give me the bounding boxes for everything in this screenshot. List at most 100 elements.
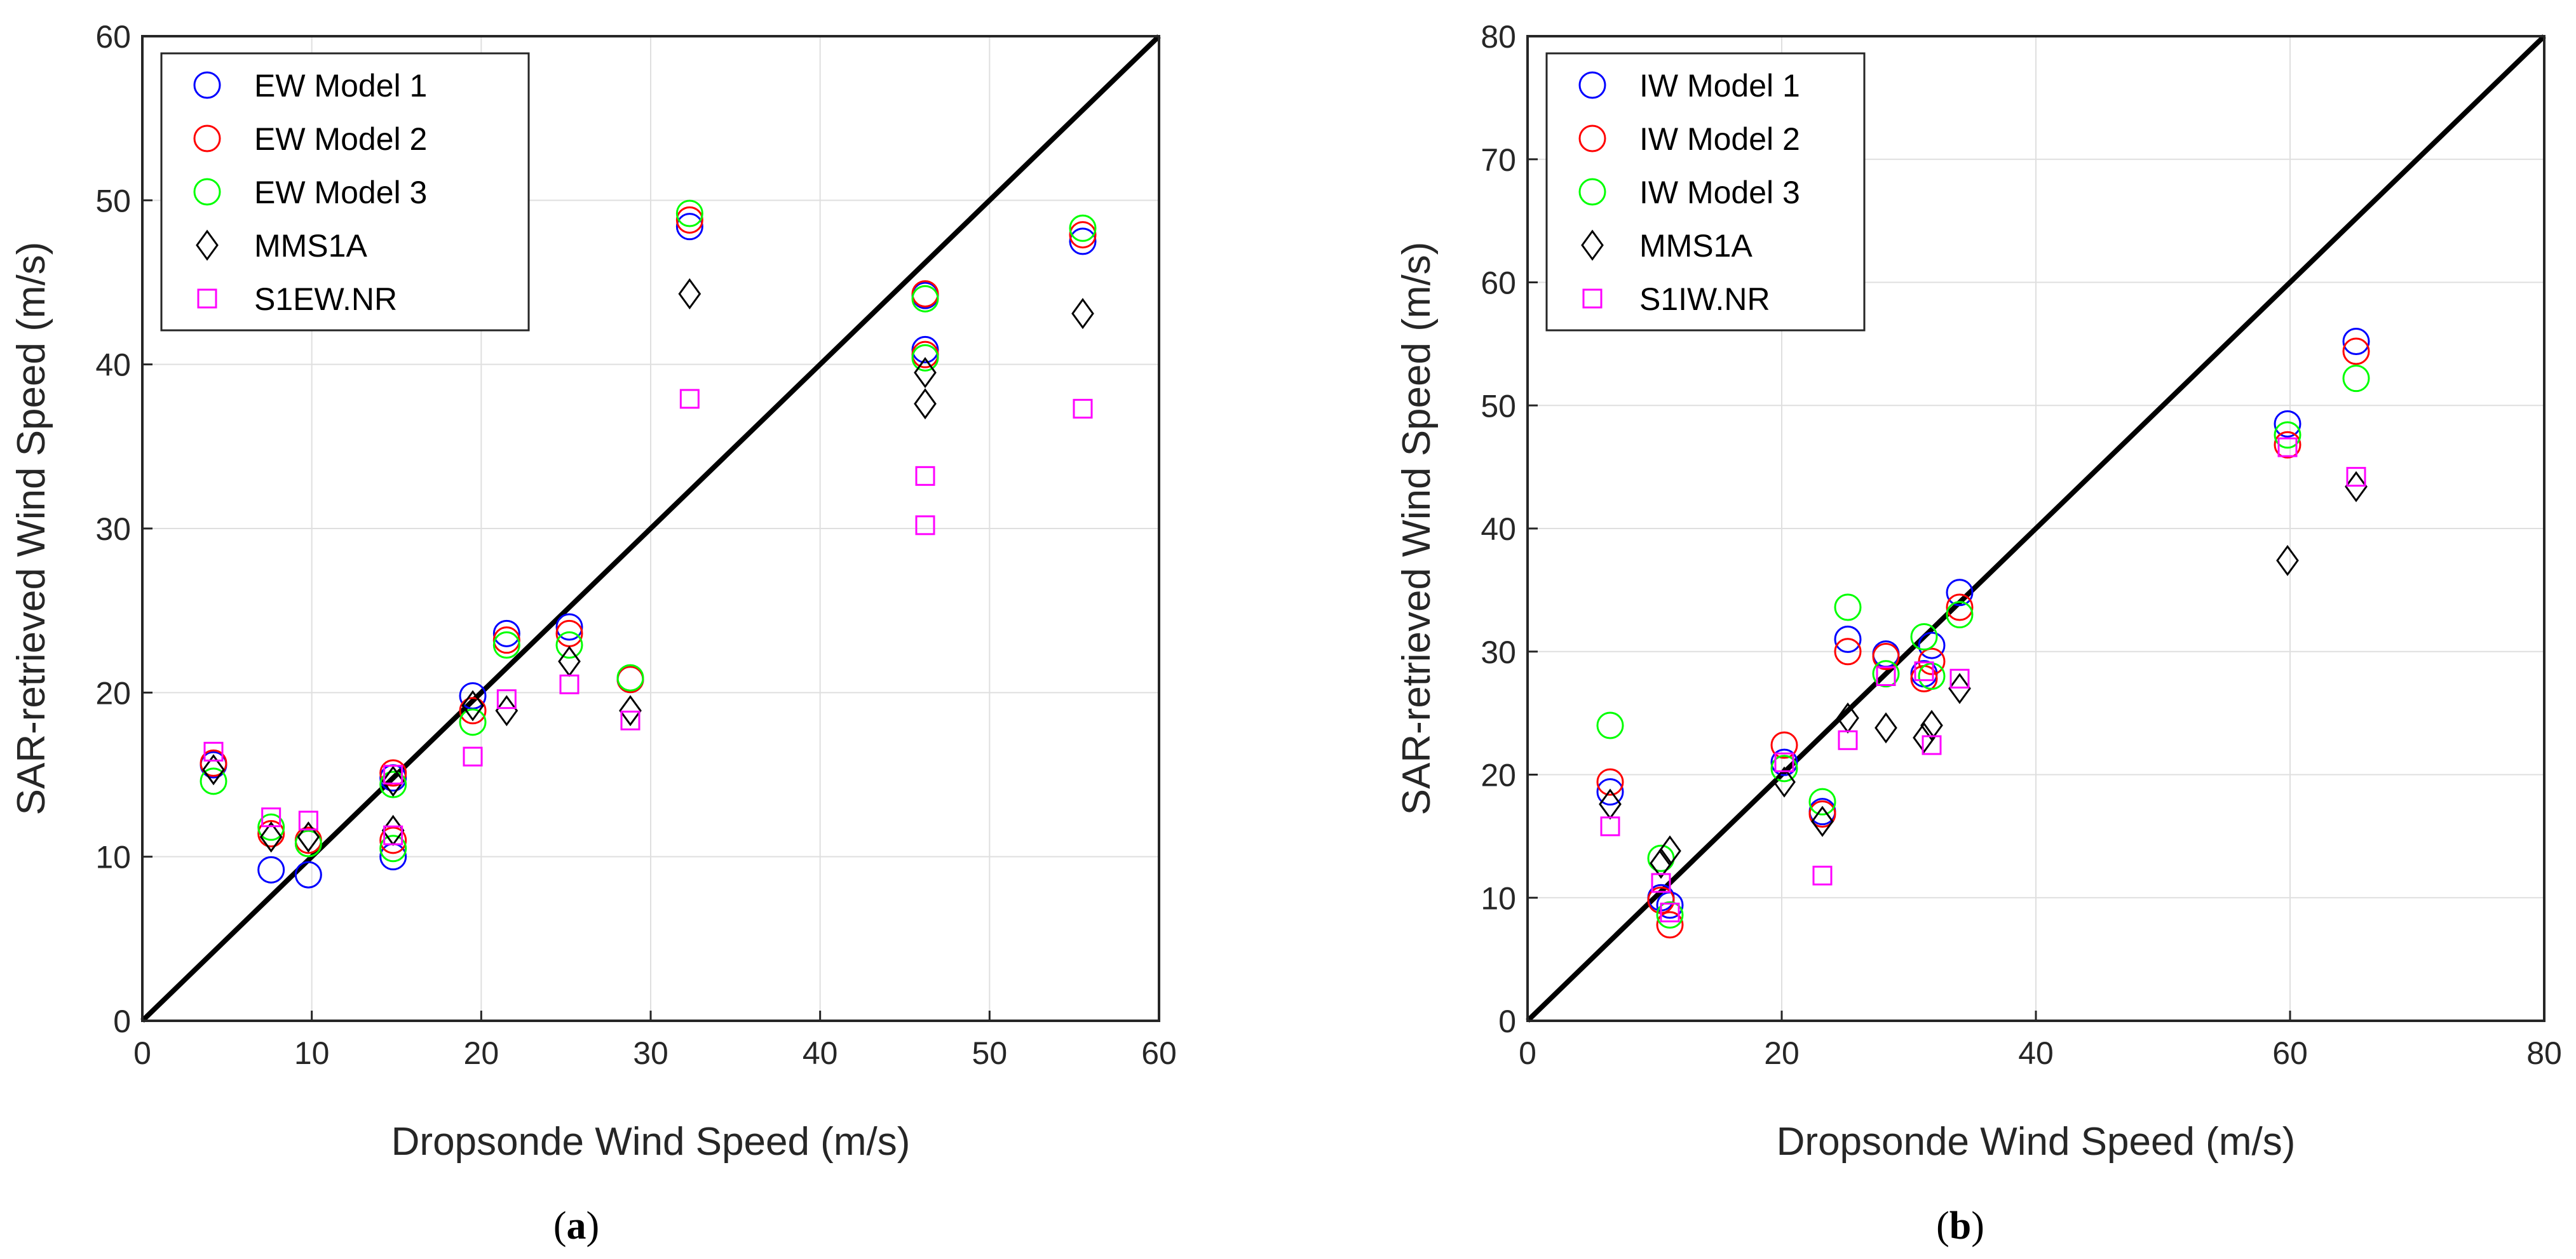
- data-point: [2346, 467, 2366, 487]
- data-point: [2345, 471, 2368, 502]
- data-point: [298, 811, 318, 831]
- legend-item: EW Model 2: [193, 121, 427, 157]
- legend-b: IW Model 1 IW Model 2 IW Model 3 MMS1A S1IW.…: [1545, 52, 1866, 332]
- legend-item: IW Model 3: [1578, 175, 1800, 210]
- data-point: [2277, 437, 2298, 457]
- x-axis-label-a: Dropsonde Wind Speed (m/s): [391, 1120, 911, 1164]
- x-tick-labels-a: 0 10 20 30 40 50 60: [133, 1011, 1177, 1071]
- data-point: [555, 631, 583, 659]
- data-point: [620, 710, 641, 730]
- x-tick-label: 20: [464, 1035, 499, 1071]
- data-point: [1946, 593, 1974, 621]
- y-tick-label: 0: [113, 1004, 131, 1039]
- x-tick-label: 50: [972, 1035, 1008, 1071]
- data-point: [914, 388, 937, 420]
- x-tick-label: 30: [633, 1035, 668, 1071]
- data-point: [915, 466, 935, 486]
- data-point: [1073, 398, 1093, 419]
- legend-item: IW Model 2: [1578, 121, 1800, 157]
- data-point: [1834, 638, 1862, 666]
- data-point: [1918, 631, 1946, 659]
- caption-a: (a): [553, 1204, 599, 1248]
- data-point: [459, 697, 487, 725]
- data-point: [1913, 722, 1935, 753]
- legend-box: [160, 52, 530, 332]
- legend-label: EW Model 2: [254, 121, 427, 157]
- data-point: [1876, 666, 1896, 686]
- data-point: [379, 835, 407, 863]
- legend-marker: [1578, 178, 1606, 206]
- data-point: [1069, 221, 1097, 249]
- data-point: [1651, 873, 1671, 893]
- x-tick-label: 40: [803, 1035, 838, 1071]
- data-point: [675, 199, 703, 227]
- data-point: [1773, 766, 1796, 798]
- data-point: [496, 689, 517, 710]
- data-point: [1069, 227, 1097, 255]
- data-point: [1069, 214, 1097, 242]
- y-tick-label: 10: [95, 840, 131, 875]
- legend-box: [1545, 52, 1866, 332]
- data-point: [1071, 298, 1094, 330]
- data-point: [2276, 544, 2299, 576]
- caption-letter-b: b: [1949, 1204, 1971, 1248]
- data-point: [619, 695, 642, 727]
- x-tick-label: 60: [2272, 1035, 2308, 1071]
- y-tick-label: 80: [1481, 19, 1516, 55]
- legend-marker: [197, 288, 217, 309]
- data-point: [1600, 816, 1620, 837]
- data-point: [1920, 710, 1943, 741]
- data-point: [2274, 431, 2301, 459]
- data-point: [678, 278, 702, 310]
- y-axis-label-a: SAR-retrieved Wind Speed (m/s): [10, 242, 53, 816]
- data-point: [675, 206, 703, 234]
- data-point: [2274, 421, 2301, 449]
- x-tick-label: 80: [2526, 1035, 2562, 1071]
- data-point: [911, 344, 939, 372]
- legend-item: S1IW.NR: [1582, 281, 1770, 317]
- reference-line-b: [1526, 34, 2546, 1023]
- data-point: [381, 765, 405, 797]
- caption-letter-a: a: [567, 1204, 586, 1248]
- legend-label: IW Model 3: [1639, 175, 1800, 210]
- legend-marker: [1581, 229, 1604, 261]
- data-point: [1811, 805, 1834, 837]
- caption-b: (b): [1936, 1204, 1984, 1248]
- data-point: [616, 664, 644, 692]
- data-point: [1872, 660, 1900, 688]
- data-point: [259, 821, 283, 853]
- data-point: [1596, 768, 1624, 796]
- legend-a: EW Model 1 EW Model 2 EW Model 3 MMS1A S1EW.…: [160, 52, 530, 332]
- data-point: [2342, 337, 2370, 365]
- legend-label: S1EW.NR: [254, 281, 397, 317]
- legend-marker: [1578, 125, 1606, 152]
- data-point: [461, 690, 484, 722]
- y-tick-label: 70: [1481, 142, 1516, 178]
- data-point: [1812, 865, 1833, 885]
- data-point: [1660, 903, 1680, 922]
- data-point: [1948, 673, 1971, 704]
- chart-panel-b: 0 20 40 60 80 0 10 20 30 40 50 60 70 80 Dropsonde Wi…: [1395, 19, 2562, 1248]
- x-tick-labels-b: 0 20 40 60 80: [1519, 1011, 2562, 1071]
- data-point: [379, 771, 407, 798]
- series-mms1a: [202, 278, 1094, 853]
- y-tick-label: 40: [95, 347, 131, 383]
- data-point: [1918, 663, 1946, 690]
- y-tick-label: 30: [1481, 635, 1516, 670]
- x-tick-label: 0: [1519, 1035, 1536, 1071]
- legend-label: IW Model 2: [1639, 121, 1800, 157]
- legend-item: MMS1A: [1581, 228, 1752, 264]
- data-point: [492, 619, 520, 647]
- x-tick-label: 0: [133, 1035, 151, 1071]
- data-point: [257, 856, 285, 884]
- data-point: [1834, 593, 1862, 621]
- data-point: [492, 631, 520, 659]
- data-point: [1874, 712, 1897, 744]
- data-point: [459, 708, 487, 736]
- data-point: [495, 695, 519, 727]
- x-tick-label: 10: [294, 1035, 330, 1071]
- series-iw-model-2: [1596, 337, 2370, 939]
- one-to-one-line: [1526, 34, 2546, 1023]
- x-axis-label-b: Dropsonde Wind Speed (m/s): [1777, 1120, 2296, 1164]
